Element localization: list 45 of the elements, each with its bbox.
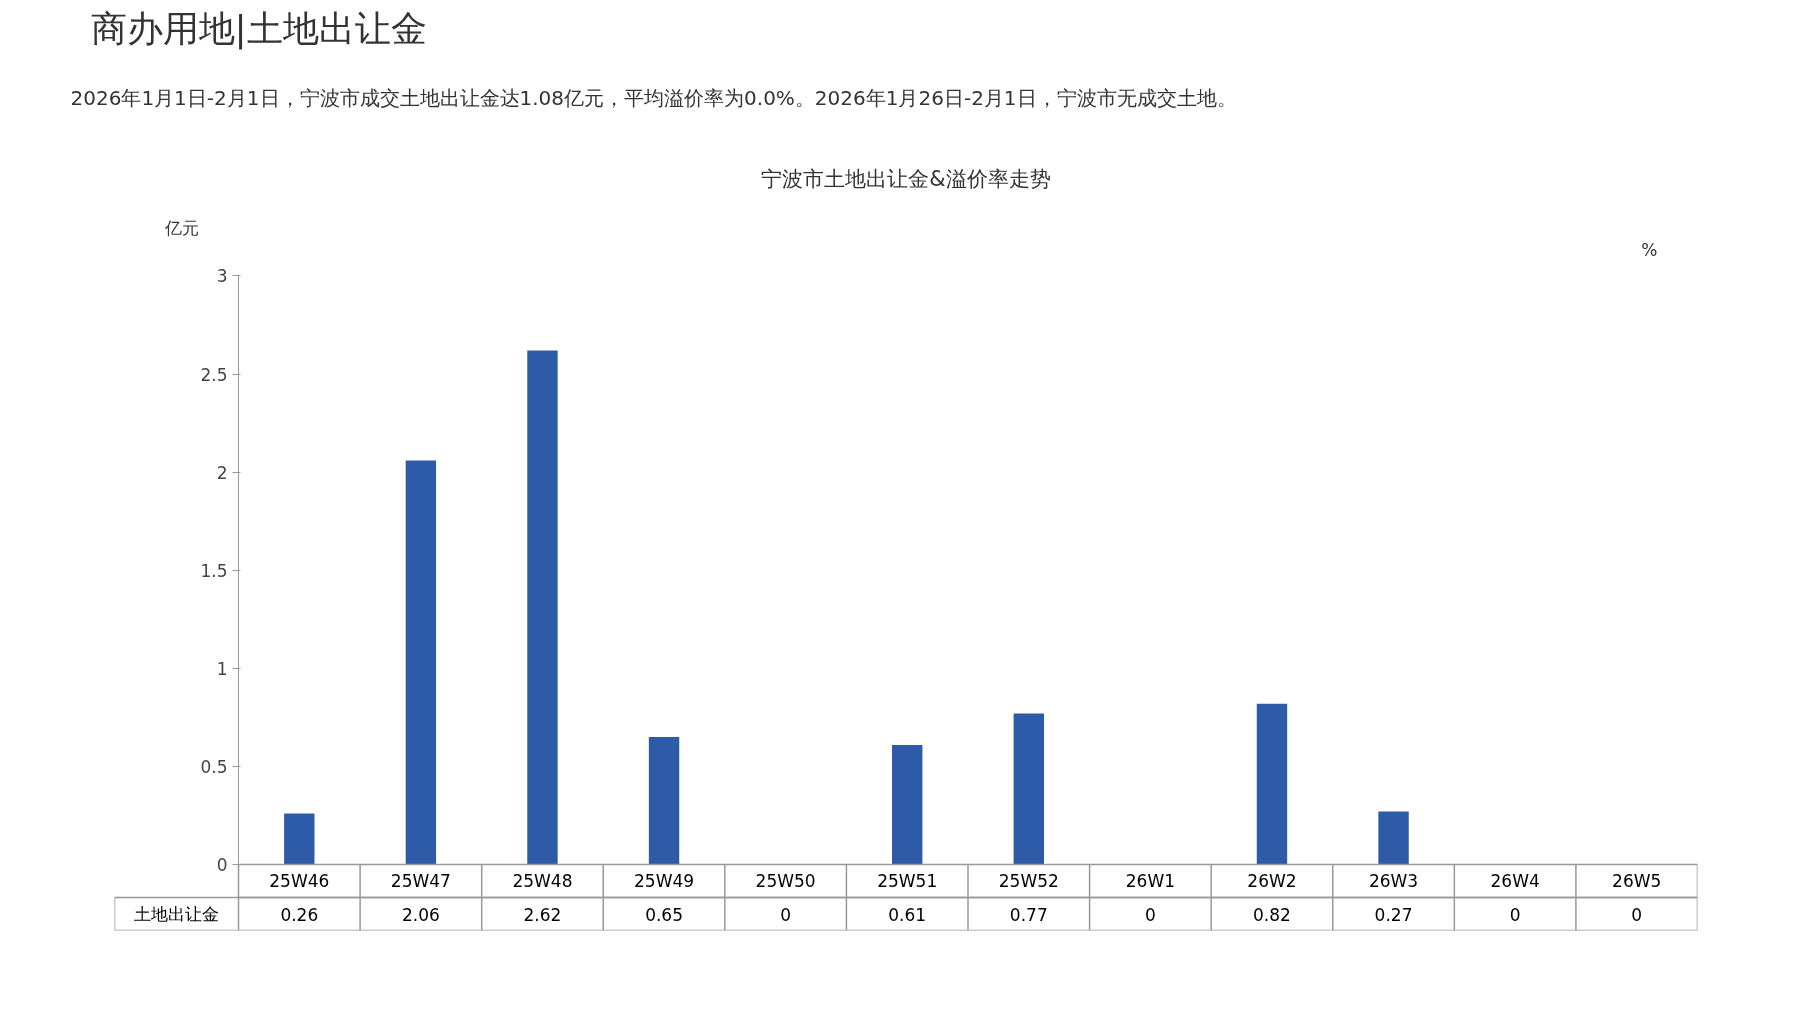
chart-title: 商办用地|土地出让金	[90, 7, 427, 50]
data-label: 0.77	[1009, 904, 1048, 925]
text: 宁波市土地出让金&溢价率走势	[761, 166, 1051, 191]
x-tick-label: 25W49	[634, 871, 695, 892]
x-tick-label: 25W52	[998, 871, 1059, 892]
bar	[648, 737, 680, 865]
data-label: 0.27	[1374, 904, 1413, 925]
bar	[892, 744, 923, 865]
data-label: 0.61	[888, 904, 927, 925]
y-tick-label: 1	[216, 658, 228, 679]
bar	[284, 813, 315, 865]
data-label: 2.62	[523, 904, 562, 925]
data-label: 0.82	[1253, 904, 1291, 925]
x-tick-label: 26W4	[1490, 871, 1540, 892]
y-axis-title: 亿元	[163, 217, 199, 238]
x-tick-label: 25W46	[269, 871, 330, 892]
x-tick-label: 25W48	[512, 871, 573, 892]
x-tick-label: 26W1	[1125, 871, 1176, 892]
x-tick-label: 25W50	[755, 871, 816, 892]
y2-axis-title: %	[1641, 239, 1658, 260]
data-label: 0.26	[280, 904, 319, 925]
x-tick-label: 25W47	[390, 871, 451, 892]
y-tick-label: 3	[216, 266, 228, 287]
bar	[1013, 713, 1044, 865]
y-tick-label: 2	[216, 462, 228, 483]
y-tick-label: 2.5	[200, 364, 228, 385]
y-tick-label: 0	[216, 855, 228, 876]
bar	[1256, 703, 1288, 865]
data-label: 0.65	[645, 904, 683, 925]
data-label: 0	[1631, 904, 1643, 925]
text: 土地出让金	[134, 904, 220, 925]
chart-subtitle: 2026年1月1日-2月1日，宁波市成交土地出让金达1.08亿元，平均溢价率为0.0%。2026年1月26日-2月1日，宁波市无成交土地。	[70, 85, 1237, 110]
bar	[1378, 811, 1409, 865]
data-label: 0	[1509, 904, 1521, 925]
x-tick-label: 26W2	[1247, 871, 1297, 892]
bar	[527, 350, 558, 865]
y-tick-label: 0.5	[200, 756, 228, 777]
data-label: 0	[780, 904, 792, 925]
y-tick-label: 1.5	[200, 560, 228, 581]
x-tick-label: 26W3	[1368, 871, 1419, 892]
x-tick-label: 25W51	[877, 871, 938, 892]
x-tick-label: 26W5	[1612, 871, 1662, 892]
data-label: 0	[1144, 904, 1156, 925]
data-label: 2.06	[401, 904, 440, 925]
bar	[405, 460, 437, 865]
